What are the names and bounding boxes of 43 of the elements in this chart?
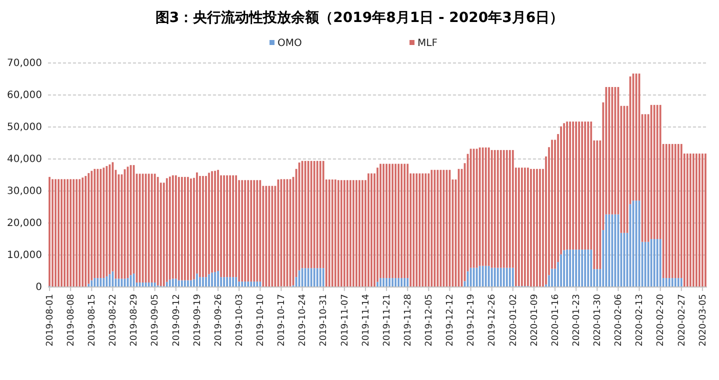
x-tick-label: 2020-01-23 [572, 294, 582, 346]
x-tick-label: 2019-10-24 [298, 294, 308, 346]
y-tick-label: 70,000 [7, 58, 42, 70]
x-tick-label: 2019-12-12 [446, 294, 456, 346]
x-tick-label: 2020-01-16 [550, 294, 561, 346]
chart-title: 图3：央行流动性投放余额（2019年8月1日 - 2020年3月6日） [155, 9, 564, 26]
x-tick-label: 2019-09-19 [192, 294, 203, 346]
y-tick-label: 60,000 [7, 90, 42, 102]
y-tick-label: 20,000 [7, 218, 42, 230]
y-tick-label: 30,000 [7, 186, 42, 198]
x-tick-label: 2019-10-17 [277, 294, 288, 346]
x-tick-label: 2019-10-03 [234, 294, 245, 346]
legend-label: OMO [278, 38, 302, 49]
y-tick-label: 0 [36, 282, 42, 294]
x-tick-label: 2019-10-10 [256, 294, 266, 346]
x-tick-label: 2020-02-06 [614, 294, 624, 346]
x-tick-label: 2019-11-07 [340, 294, 350, 346]
x-tick-label: 2020-02-27 [677, 294, 688, 346]
x-tick-label: 2019-12-05 [424, 294, 435, 346]
x-tick-label: 2019-08-08 [66, 294, 76, 346]
x-tick-label: 2019-12-19 [466, 294, 477, 346]
x-tick-label: 2019-12-26 [488, 294, 498, 346]
x-tick-label: 2019-09-12 [172, 294, 182, 346]
x-tick-label: 2019-08-29 [130, 294, 140, 346]
x-tick-label: 2019-08-01 [45, 294, 56, 346]
x-tick-label: 2020-02-13 [635, 294, 646, 346]
x-tick-label: 2019-08-15 [88, 294, 98, 346]
x-tick-label: 2019-09-05 [150, 294, 161, 346]
x-tick-label: 2019-11-21 [382, 294, 392, 346]
x-tick-label: 2020-03-05 [698, 294, 708, 346]
y-tick-label: 50,000 [7, 122, 42, 134]
x-tick-label: 2019-11-28 [403, 294, 414, 346]
x-tick-label: 2019-08-22 [108, 294, 119, 346]
legend-label: MLF [418, 38, 438, 49]
x-tick-label: 2020-01-02 [508, 294, 519, 346]
x-tick-label: 2020-02-20 [656, 294, 666, 346]
x-tick-label: 2019-11-14 [361, 294, 372, 346]
x-tick-label: 2019-09-26 [214, 294, 224, 346]
x-tick-label: 2020-01-30 [593, 294, 604, 346]
x-tick-label: 2020-01-09 [530, 294, 540, 346]
y-tick-label: 10,000 [7, 250, 42, 262]
x-tick-label: 2019-10-31 [319, 294, 330, 346]
y-tick-label: 40,000 [7, 154, 42, 166]
